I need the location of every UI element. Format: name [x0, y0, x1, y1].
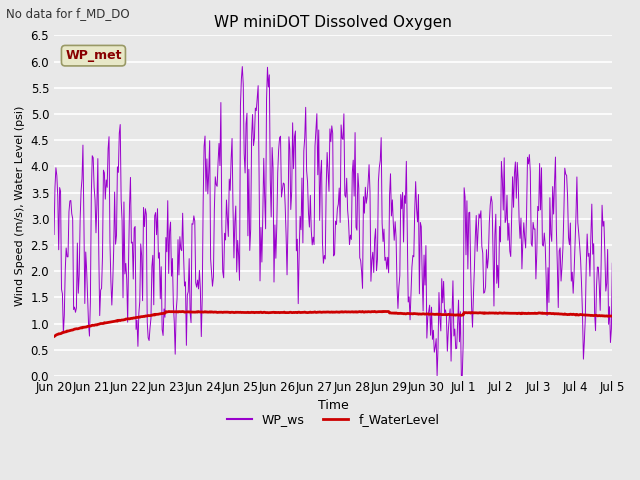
Title: WP miniDOT Dissolved Oxygen: WP miniDOT Dissolved Oxygen	[214, 15, 452, 30]
Text: No data for f_MD_DO: No data for f_MD_DO	[6, 7, 130, 20]
X-axis label: Time: Time	[318, 399, 349, 412]
Legend: WP_ws, f_WaterLevel: WP_ws, f_WaterLevel	[222, 408, 445, 431]
Text: WP_met: WP_met	[65, 49, 122, 62]
Y-axis label: Wind Speed (m/s), Water Level (psi): Wind Speed (m/s), Water Level (psi)	[15, 106, 25, 306]
